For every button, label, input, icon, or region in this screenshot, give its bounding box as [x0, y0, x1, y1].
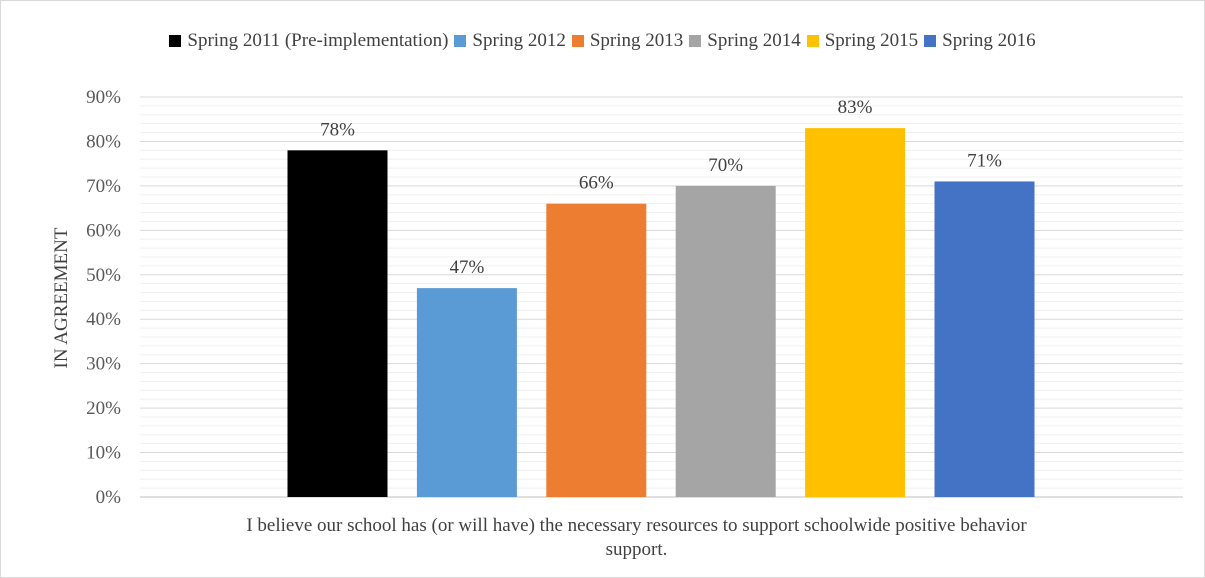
y-tick-label: 70% — [86, 176, 121, 197]
y-tick-label: 30% — [86, 354, 121, 375]
data-label-spring-2015: 83% — [838, 97, 873, 118]
bar-spring-2013 — [546, 203, 647, 497]
bar-spring-2014 — [675, 185, 776, 497]
legend-swatch — [806, 35, 819, 47]
data-label-spring-2011-pre-implementation: 78% — [320, 119, 355, 140]
y-tick-label: 80% — [86, 131, 121, 152]
legend-swatch — [689, 35, 702, 47]
data-label-spring-2013: 66% — [579, 173, 614, 194]
legend-item-spring-2015: Spring 2015 — [806, 30, 919, 52]
legend-item-spring-2014: Spring 2014 — [689, 30, 801, 52]
y-tick-label: 40% — [86, 309, 121, 330]
y-tick-label: 10% — [86, 443, 121, 464]
bars — [287, 128, 1035, 498]
data-label-spring-2012: 47% — [449, 257, 484, 278]
y-axis-label: IN AGREEMENT — [51, 227, 72, 368]
legend-swatch — [454, 35, 467, 47]
legend-label: Spring 2013 — [589, 30, 684, 51]
legend-item-spring-2013: Spring 2013 — [571, 30, 684, 52]
y-tick-labels: 0% 10% 20% 30% 40% 50% 60% 70% 80% 90% — [86, 87, 121, 508]
legend-item-spring-2016: Spring 2016 — [924, 30, 1036, 52]
y-tick-label: 50% — [86, 265, 121, 286]
bar-spring-2011-pre-implementation — [287, 150, 388, 498]
x-category-label-line: support. — [606, 539, 668, 560]
legend-item-spring-2012: Spring 2012 — [454, 30, 566, 52]
legend-label: Spring 2011 (Pre-implementation) — [187, 30, 449, 51]
legend-swatch — [169, 35, 182, 47]
y-tick-label: 20% — [86, 398, 121, 419]
y-tick-label: 90% — [86, 87, 121, 108]
x-category-label-line: I believe our school has (or will have) … — [246, 515, 1027, 536]
chart-legend: Spring 2011 (Pre-implementation) Spring 2… — [0, 30, 1205, 52]
legend-label: Spring 2012 — [472, 30, 566, 51]
legend-swatch — [571, 35, 584, 47]
bar-spring-2012 — [416, 288, 517, 497]
legend-label: Spring 2014 — [707, 30, 801, 51]
data-labels: 78% 47% 66% 70% 83% 71% — [320, 97, 1002, 278]
bar-spring-2015 — [805, 128, 906, 497]
data-label-spring-2014: 70% — [708, 155, 743, 176]
y-tick-label: 0% — [96, 487, 122, 508]
legend-label: Spring 2015 — [824, 30, 919, 51]
x-axis-category-label: I believe our school has (or will have) … — [246, 515, 1027, 560]
legend-label: Spring 2016 — [942, 30, 1036, 51]
bar-spring-2016 — [934, 181, 1035, 497]
y-tick-label: 60% — [86, 220, 121, 241]
data-label-spring-2016: 71% — [967, 150, 1002, 171]
legend-item-spring-2011-pre-implementation: Spring 2011 (Pre-implementation) — [169, 30, 448, 52]
legend-swatch — [924, 35, 937, 47]
